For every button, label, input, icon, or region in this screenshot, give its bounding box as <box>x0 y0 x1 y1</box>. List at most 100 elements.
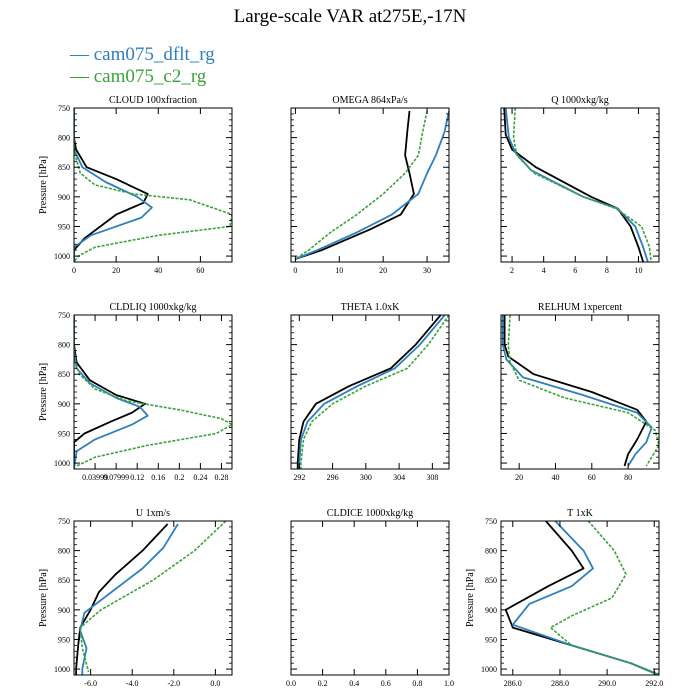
x-tick-label: 30 <box>423 266 431 275</box>
x-tick-label: 20 <box>515 473 523 482</box>
y-tick-label: 850 <box>58 576 70 585</box>
series-line-dflt <box>79 523 179 675</box>
x-tick-label: 0.0 <box>286 679 296 688</box>
y-tick-label: 950 <box>58 222 70 231</box>
legend-line-c2: — <box>70 66 94 87</box>
x-tick-label: 40 <box>551 473 559 482</box>
y-axis-label: Pressure [hPa] <box>38 156 49 214</box>
panel-title: CLDLIQ 1000xkg/kg <box>110 302 197 313</box>
legend-label-dflt: cam075_dflt_rg <box>93 44 215 65</box>
series-line-dflt <box>74 108 153 262</box>
x-tick-label: 10 <box>634 266 642 275</box>
y-tick-label: 900 <box>485 606 497 615</box>
x-tick-label: 8 <box>605 266 609 275</box>
x-tick-label: 0.28 <box>214 473 228 482</box>
figure-title: Large-scale VAR at275E,-17N <box>233 6 467 27</box>
x-tick-label: 0 <box>72 266 76 275</box>
x-tick-label: 290.0 <box>598 679 616 688</box>
y-tick-label: 900 <box>58 400 70 409</box>
chart-panel-8: CLDICE 1000xkg/kg 0.0 0.2 0.4 0.6 0.8 1.0 <box>286 508 454 688</box>
y-tick-label: 750 <box>485 517 497 526</box>
y-tick-label: 800 <box>58 547 70 556</box>
y-tick-label: 850 <box>58 163 70 172</box>
y-tick-label: 950 <box>58 429 70 438</box>
plot-frame <box>73 520 233 676</box>
x-tick-label: 10 <box>335 266 343 275</box>
y-axis-label: Pressure [hPa] <box>38 363 49 421</box>
panel-title: CLOUD 100xfraction <box>109 95 197 106</box>
chart-panel-9: T 1xK Pressure [hPa] 750 800 850 900 950 1000 28… <box>465 508 663 688</box>
series-line-c2 <box>79 521 227 673</box>
y-tick-label: 850 <box>58 370 70 379</box>
x-tick-label: 0 <box>293 266 297 275</box>
x-tick-label: 288.0 <box>551 679 569 688</box>
y-tick-label: 1000 <box>54 665 70 674</box>
series-line-ref <box>296 315 442 469</box>
chart-panel-2: OMEGA 864xPa/s 0 10 20 30 <box>290 95 450 275</box>
y-tick-label: 800 <box>485 547 497 556</box>
x-tick-label: 0.0 <box>210 679 220 688</box>
x-tick-label: 0.07999 <box>103 473 129 482</box>
x-tick-label: 300 <box>360 473 372 482</box>
y-tick-label: 850 <box>485 576 497 585</box>
y-tick-label: 1000 <box>481 665 497 674</box>
y-tick-label: 950 <box>485 635 497 644</box>
series-line-ref <box>503 315 648 467</box>
panel-title: U 1xm/s <box>136 508 170 519</box>
x-tick-label: 0.03999 <box>82 473 108 482</box>
plot-frame <box>290 520 450 676</box>
y-tick-label: 950 <box>58 635 70 644</box>
x-tick-label: 292 <box>293 473 305 482</box>
series-line-c2 <box>74 108 232 262</box>
x-tick-label: 296 <box>327 473 339 482</box>
x-tick-label: 292.0 <box>645 679 663 688</box>
x-tick-label: 286.0 <box>504 679 522 688</box>
series-line-ref <box>75 523 169 675</box>
series-line-dflt <box>501 315 653 467</box>
x-tick-label: 20 <box>379 266 387 275</box>
chart-panel-1: CLOUD 100xfraction Pressure [hPa] 750 800 85… <box>38 95 233 275</box>
x-tick-label: -4.0 <box>126 679 139 688</box>
chart-panel-5: THETA 1.0xK 292 296 300 304 308 <box>290 302 450 482</box>
legend-entry-c2: — cam075_c2_rg <box>70 66 206 88</box>
x-tick-label: 0.4 <box>349 679 359 688</box>
x-tick-label: 0.2 <box>174 473 184 482</box>
panel-title: THETA 1.0xK <box>341 302 400 313</box>
x-tick-label: 1.0 <box>444 679 454 688</box>
x-tick-label: 0.24 <box>193 473 207 482</box>
chart-panel-7: U 1xm/s Pressure [hPa] 750 800 850 900 950 1000… <box>38 508 233 688</box>
series-line-c2 <box>74 315 232 467</box>
y-tick-label: 750 <box>58 104 70 113</box>
x-tick-label: 60 <box>588 473 596 482</box>
y-axis-label: Pressure [hPa] <box>465 569 476 627</box>
series-line-c2 <box>294 110 428 260</box>
chart-panel-4: CLDLIQ 1000xkg/kg Pressure [hPa] 750 800 850… <box>38 302 233 482</box>
series-line-dflt <box>298 315 446 469</box>
panel-title: T 1xK <box>567 508 593 519</box>
panel-title: CLDICE 1000xkg/kg <box>327 508 413 519</box>
panel-title: Q 1000xkg/kg <box>551 95 609 106</box>
panel-title: OMEGA 864xPa/s <box>332 95 407 106</box>
series-line-c2 <box>549 521 659 675</box>
panel-title: RELHUM 1xpercent <box>538 302 622 313</box>
x-tick-label: 2 <box>510 266 514 275</box>
legend-label-c2: cam075_c2_rg <box>93 66 207 87</box>
legend-line-dflt: — <box>70 44 94 65</box>
legend-entry-dflt: — cam075_dflt_rg <box>70 44 215 66</box>
y-tick-label: 900 <box>58 193 70 202</box>
x-tick-label: 0.12 <box>130 473 144 482</box>
plot-frame <box>500 520 660 676</box>
series-line-c2 <box>512 108 652 262</box>
y-axis-label: Pressure [hPa] <box>38 569 49 627</box>
x-tick-label: 0.8 <box>412 679 422 688</box>
y-tick-label: 1000 <box>54 459 70 468</box>
y-tick-label: 800 <box>58 341 70 350</box>
series-line-c2 <box>507 315 659 467</box>
y-tick-label: 800 <box>58 134 70 143</box>
plot-frame <box>73 314 233 470</box>
x-tick-label: -6.0 <box>84 679 97 688</box>
y-tick-label: 1000 <box>54 252 70 261</box>
series-line-ref <box>295 110 415 260</box>
y-tick-label: 750 <box>58 517 70 526</box>
